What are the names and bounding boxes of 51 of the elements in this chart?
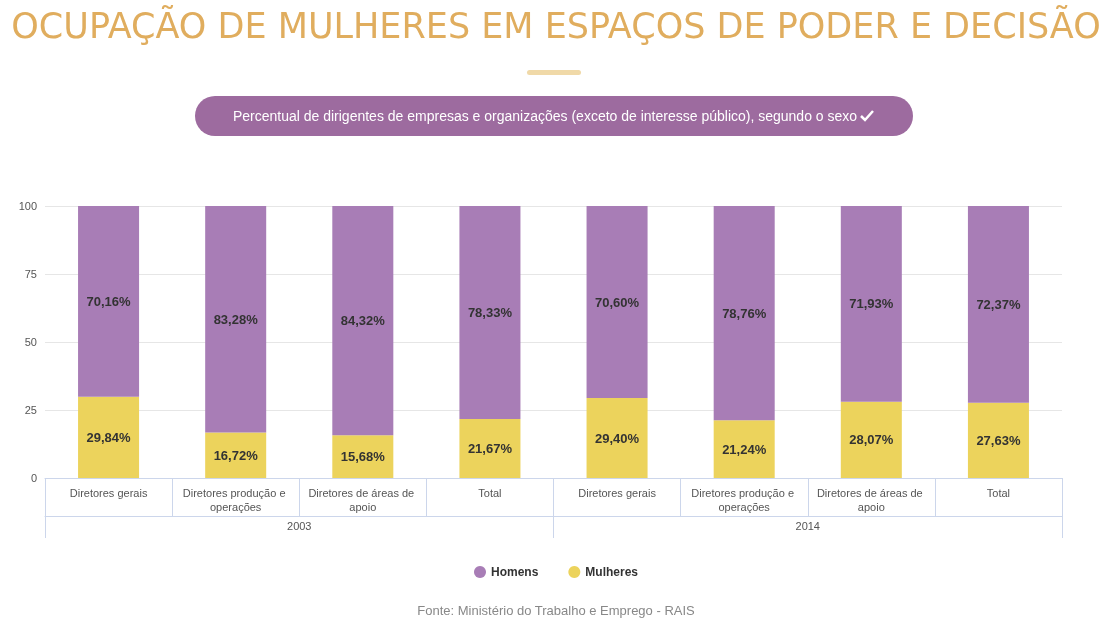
data-label: 21,24% bbox=[722, 441, 767, 457]
legend-label: Homens bbox=[490, 565, 539, 579]
bar bbox=[332, 435, 394, 478]
bar bbox=[78, 206, 140, 397]
bar bbox=[586, 398, 648, 478]
chart-title: OCUPAÇÃO DE MULHERES EM ESPAÇOS DE PODER E DECISÃO bbox=[10, 6, 1102, 46]
y-tick-label: 75 bbox=[24, 268, 37, 280]
y-tick-label: 100 bbox=[18, 200, 37, 212]
text: 2003 bbox=[287, 519, 312, 532]
data-label: 70,60% bbox=[595, 294, 640, 310]
x-tick-label: Diretores produção e operações bbox=[182, 487, 289, 513]
x-tick-label: Diretores produção e operações bbox=[691, 487, 798, 513]
chart-subtitle: Percentual de dirigentes de empresas e organizações (exceto de interesse público), segundo o sexo bbox=[232, 108, 858, 124]
bar bbox=[78, 396, 140, 478]
source-note: Fonte: Ministério do Trabalho e Emprego - RAIS bbox=[416, 603, 696, 618]
y-tick-label: 25 bbox=[24, 404, 37, 416]
x-tick-label: Diretores gerais bbox=[578, 487, 657, 499]
data-label: 29,40% bbox=[595, 430, 640, 446]
data-label: 21,67% bbox=[467, 441, 513, 457]
data-label: 83,28% bbox=[213, 311, 259, 327]
data-label: 27,63% bbox=[976, 432, 1021, 448]
bar bbox=[205, 206, 267, 433]
legend-label: Mulheres bbox=[585, 565, 639, 579]
x-tick-label: Diretores de áreas de apoio bbox=[816, 487, 926, 513]
x-tick-label: Diretores gerais bbox=[69, 487, 148, 499]
bar bbox=[459, 206, 521, 420]
data-label: 28,07% bbox=[849, 432, 894, 448]
bar bbox=[713, 420, 775, 478]
data-label: 16,72% bbox=[213, 447, 259, 463]
data-label: 29,84% bbox=[86, 429, 132, 445]
data-label: 71,93% bbox=[849, 296, 894, 312]
bar bbox=[713, 206, 775, 421]
data-label: 84,32% bbox=[340, 313, 386, 329]
bar bbox=[586, 206, 648, 399]
data-label: 78,33% bbox=[467, 305, 513, 321]
bar bbox=[332, 206, 394, 436]
bar bbox=[967, 402, 1029, 478]
data-label: 72,37% bbox=[976, 296, 1021, 312]
x-tick-label: Total bbox=[478, 487, 502, 499]
bar bbox=[840, 206, 902, 402]
text: 2014 bbox=[795, 519, 820, 532]
y-tick-label: 0 bbox=[30, 472, 37, 484]
bar bbox=[840, 401, 902, 478]
x-tick-label: Diretores de áreas de apoio bbox=[308, 487, 418, 513]
data-label: 15,68% bbox=[340, 449, 386, 465]
data-label: 78,76% bbox=[722, 305, 767, 321]
y-tick-label: 50 bbox=[24, 336, 37, 348]
data-label: 70,16% bbox=[86, 293, 132, 309]
bar bbox=[459, 419, 521, 478]
x-tick-label: Total bbox=[986, 487, 1011, 499]
bar bbox=[967, 206, 1029, 403]
